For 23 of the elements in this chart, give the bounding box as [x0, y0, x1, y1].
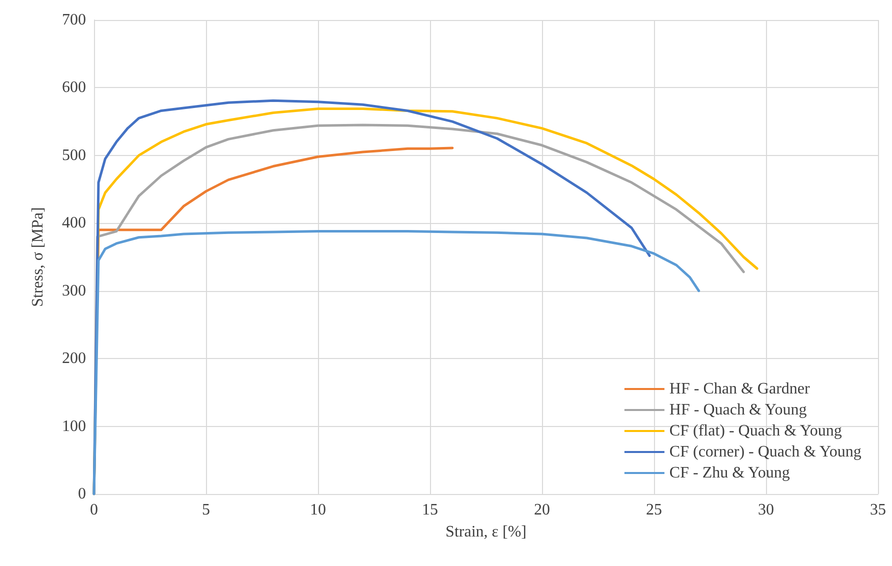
y-tick-label: 100 [62, 418, 86, 435]
x-tick-label: 30 [758, 502, 774, 518]
y-tick-label: 400 [62, 214, 86, 232]
x-axis-title: Strain, ε [%] [446, 524, 526, 540]
x-tick-label: 20 [534, 502, 550, 518]
y-axis-title: Stress, σ [MPa] [30, 207, 46, 307]
y-tick-label: 200 [62, 350, 86, 368]
x-tick-label: 0 [90, 502, 98, 518]
legend-label: CF (flat) - Quach & Young [669, 422, 842, 440]
y-tick-label: 500 [62, 146, 86, 164]
x-tick-label: 35 [870, 502, 886, 518]
y-tick-label: 600 [62, 79, 86, 96]
x-tick-label: 15 [422, 502, 438, 518]
legend-label: HF - Chan & Gardner [669, 380, 811, 398]
x-tick-label: 25 [646, 502, 662, 518]
legend-label: HF - Quach & Young [669, 402, 807, 418]
x-tick-label: 10 [310, 502, 326, 518]
y-tick-label: 300 [62, 282, 86, 300]
legend-label: CF (corner) - Quach & Young [669, 444, 862, 460]
x-tick-label: 5 [202, 502, 210, 518]
y-tick-label: 0 [78, 486, 86, 502]
legend-label: CF - Zhu & Young [669, 464, 790, 482]
y-tick-label: 700 [62, 12, 86, 28]
